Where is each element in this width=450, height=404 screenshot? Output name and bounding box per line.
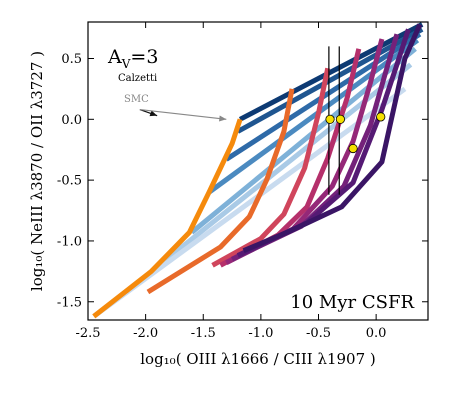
ticks-layer: -2.5 -2.0 -1.5 -1.0 -0.5 0.0 -1.5 -1.0 -0.5 0.0 0.… (57, 22, 428, 341)
x-axis-label: log₁₀( OIII λ1666 / CIII λ1907 ) (140, 350, 376, 368)
y-tick-label: -0.5 (57, 174, 82, 189)
y-axis-label: log₁₀( NeIII λ3870 / OII λ3727 ) (28, 51, 46, 291)
smc-arrow-head (219, 115, 227, 122)
blue-line-1 (238, 22, 424, 122)
data-point-2 (335, 114, 346, 124)
data-point-1 (325, 114, 335, 124)
x-tick-label: -1.5 (191, 326, 216, 341)
smc-arrow (139, 108, 227, 120)
track-orange (92, 118, 243, 319)
calzetti-label: Calzetti (118, 73, 157, 84)
smc-label: SMC (124, 94, 149, 105)
data-point-4 (376, 112, 386, 122)
y-tick-label: 0.5 (61, 52, 82, 67)
x-tick-label: -2.5 (75, 326, 100, 341)
data-point-3 (348, 143, 358, 154)
track-red (211, 67, 331, 268)
x-tick-label: -1.0 (248, 326, 273, 341)
annotations-layer: AV=3 Calzetti SMC 10 Myr CSFR (107, 46, 414, 313)
y-tick-label: -1.5 (57, 295, 82, 310)
blue-line-5 (190, 46, 417, 235)
corner-label: 10 Myr CSFR (290, 292, 414, 313)
y-tick-label: 0.0 (61, 113, 82, 128)
plot-frame (87, 21, 429, 321)
track-dark-orange (146, 88, 295, 295)
track-indigo (242, 23, 423, 254)
calzetti-arrow-head (149, 110, 158, 117)
plot-area (92, 22, 424, 319)
blue-line-4 (207, 38, 420, 195)
x-tick-label: -2.0 (133, 326, 158, 341)
y-tick-label: -1.0 (57, 234, 82, 249)
av-label: AV=3 (107, 46, 158, 71)
x-tick-label: 0.0 (366, 326, 387, 341)
x-tick-label: -0.5 (306, 326, 331, 341)
